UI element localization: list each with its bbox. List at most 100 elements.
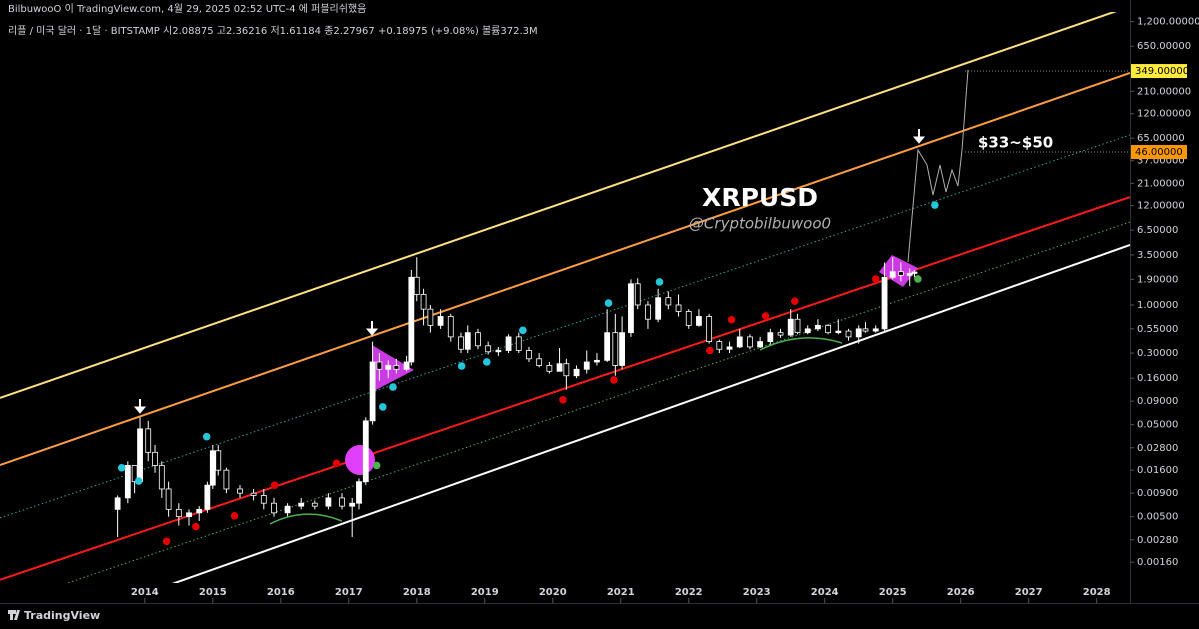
candle-body — [165, 488, 172, 510]
signal-dot — [389, 383, 397, 391]
x-tick-label: 2014 — [131, 587, 159, 598]
y-tick-label: 0.16000 — [1137, 373, 1178, 384]
candle-body — [716, 341, 723, 350]
candle-body — [675, 304, 682, 312]
signal-dot — [230, 512, 239, 520]
signal-dot — [192, 522, 200, 531]
candle-body — [260, 495, 267, 504]
signal-dot — [134, 477, 143, 485]
candle-body — [464, 332, 471, 350]
candle-body — [546, 365, 553, 372]
candle-body — [706, 316, 713, 342]
candle-body — [393, 365, 400, 370]
arrows — [133, 129, 926, 414]
candle-body — [804, 328, 811, 334]
candle-body — [505, 336, 512, 351]
signal-dot — [706, 346, 714, 355]
signal-dot — [655, 278, 664, 286]
trend-line — [0, 71, 1130, 466]
signal-dot — [604, 299, 613, 307]
candle-body — [696, 316, 702, 326]
candle-body — [619, 332, 626, 366]
candle-body — [152, 451, 158, 466]
candle-body — [325, 497, 332, 507]
x-tick-label: 2025 — [879, 587, 907, 598]
candle-body — [825, 324, 832, 334]
y-tick-label: 12.00000 — [1137, 201, 1185, 212]
candle-body — [563, 363, 570, 377]
candle-body — [124, 465, 131, 499]
x-tick-label: 2026 — [947, 587, 975, 598]
candle-body — [495, 350, 502, 353]
trend-line — [65, 221, 1130, 583]
y-tick-label: 0.01600 — [1137, 465, 1178, 476]
candle-body — [196, 508, 203, 514]
x-tick-label: 2015 — [199, 587, 227, 598]
signal-dot — [332, 459, 341, 468]
candle-body — [526, 350, 532, 360]
candle-body — [628, 283, 634, 334]
y-tick-label: 0.55000 — [1137, 324, 1178, 335]
candle-body — [906, 273, 913, 276]
candle-body — [209, 450, 216, 486]
candle-body — [645, 304, 651, 320]
y-tick-label: 210.00000 — [1137, 86, 1191, 97]
x-tick-label: 2019 — [471, 587, 499, 598]
header: BilbuwooO 이 TradingView.com, 4월 29, 2025… — [8, 2, 366, 15]
candle-body — [881, 276, 888, 330]
signal-dot — [519, 326, 527, 335]
candle-body — [835, 330, 842, 334]
candle-body — [356, 481, 362, 504]
candle-body — [515, 336, 522, 351]
y-tick-label: 0.00500 — [1137, 512, 1178, 523]
candle-body — [437, 316, 444, 326]
candle-body — [298, 502, 305, 507]
x-tick-label: 2028 — [1083, 587, 1111, 598]
trend-line — [0, 134, 1130, 519]
y-tick-label: 650.00000 — [1137, 41, 1191, 52]
price-label-box — [1131, 64, 1187, 79]
signal-dot — [727, 315, 736, 324]
signal-dot — [914, 275, 922, 283]
signal-dot — [559, 396, 567, 404]
candle-body — [862, 328, 869, 332]
signal-dot — [761, 312, 770, 320]
candle-body — [655, 297, 662, 320]
signal-dot — [372, 461, 381, 470]
x-tick-label: 2020 — [539, 587, 567, 598]
candle-body — [845, 330, 852, 338]
y-tick-label: 21.00000 — [1137, 178, 1185, 189]
candle-body — [311, 502, 318, 507]
signal-dot — [378, 403, 387, 411]
candle-body — [158, 465, 165, 490]
trend-line — [0, 12, 1117, 399]
candle-body — [339, 497, 345, 507]
candle-body — [815, 324, 821, 330]
annotation: $33~$50 — [978, 134, 1053, 152]
pennant — [879, 255, 918, 287]
candle-body — [604, 332, 611, 361]
candle-body — [385, 365, 392, 370]
trend-line — [171, 244, 1130, 583]
x-tick-label: 2027 — [1015, 587, 1043, 598]
candle-body — [475, 332, 481, 347]
y-tick-label: 1.00000 — [1137, 300, 1178, 311]
candle-body — [583, 361, 590, 370]
candle-body — [911, 271, 918, 274]
candle-body — [897, 271, 904, 276]
highlight-circle — [345, 445, 375, 475]
y-tick-label: 0.02800 — [1137, 443, 1178, 454]
candle-body — [408, 276, 415, 363]
candle-body — [349, 502, 356, 507]
y-tick-label: 0.00900 — [1137, 488, 1178, 499]
price-label-box — [1131, 145, 1187, 160]
curve-arrow — [759, 337, 843, 351]
candle-body — [175, 508, 182, 518]
brand: TradingView — [24, 609, 100, 622]
axes: 1,200.00000 650.00000 210.00000 120.00000 65… — [131, 17, 1199, 603]
x-tick-label: 2021 — [607, 587, 635, 598]
candle-body — [794, 318, 801, 334]
candle-body — [458, 336, 464, 350]
candle-body — [767, 332, 774, 342]
